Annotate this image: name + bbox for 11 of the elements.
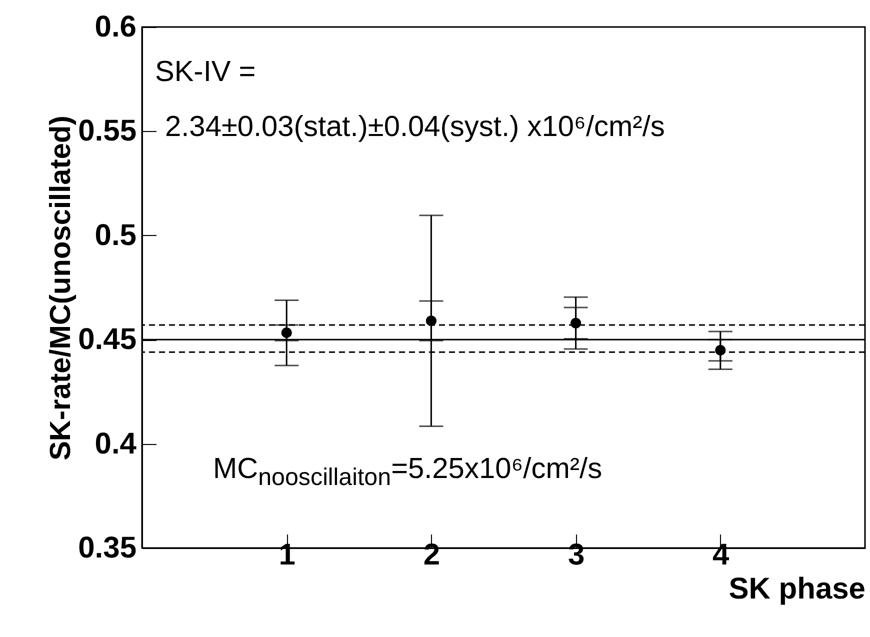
annotation: SK-IV = <box>155 56 256 88</box>
annotation: 2.34±0.03(stat.)±0.04(syst.) x10⁶/cm²/s <box>165 111 665 143</box>
y-tick-label: 0.45 <box>78 323 136 356</box>
y-tick-label: 0.5 <box>94 218 136 252</box>
y-tick-label: 0.55 <box>78 114 136 148</box>
y-tick-label: 0.6 <box>94 10 136 44</box>
y-tick-label: 0.35 <box>78 532 136 564</box>
y-tick-label: 0.4 <box>94 427 137 460</box>
x-axis-title: SK phase <box>728 572 866 606</box>
y-axis-title: SK-rate/MC(unoscillated) <box>45 116 78 460</box>
annotation: MC$_{nooscillaiton}$=5.25x10⁶/cm²/s <box>213 453 602 491</box>
